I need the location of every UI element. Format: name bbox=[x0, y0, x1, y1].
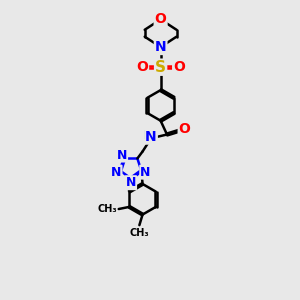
Text: H: H bbox=[143, 129, 153, 142]
Text: N: N bbox=[117, 148, 127, 161]
Text: CH₃: CH₃ bbox=[130, 228, 149, 238]
Text: S: S bbox=[155, 60, 166, 75]
Text: N: N bbox=[145, 130, 157, 144]
Text: O: O bbox=[179, 122, 190, 136]
Text: N: N bbox=[126, 176, 136, 189]
Text: CH₃: CH₃ bbox=[98, 204, 117, 214]
Text: O: O bbox=[136, 60, 148, 74]
Text: N: N bbox=[111, 166, 122, 178]
Text: N: N bbox=[155, 40, 167, 54]
Text: O: O bbox=[173, 60, 185, 74]
Text: N: N bbox=[140, 166, 151, 178]
Text: O: O bbox=[155, 12, 167, 26]
